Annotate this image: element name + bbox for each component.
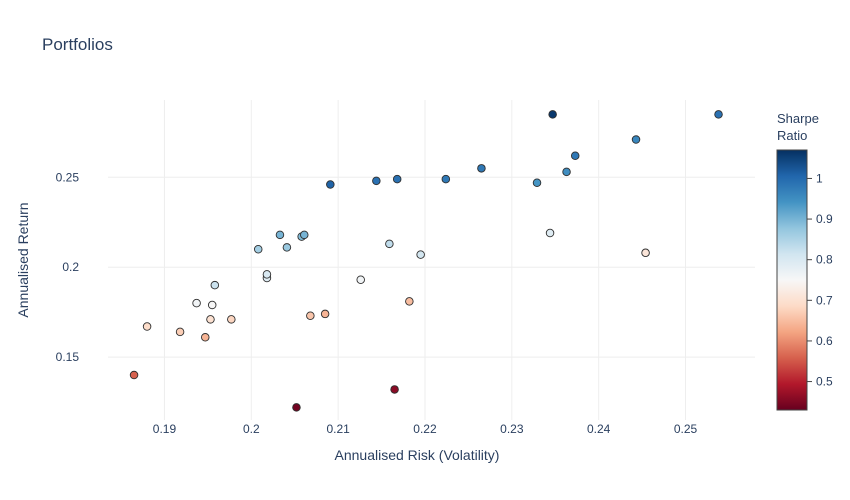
data-point (201, 333, 210, 342)
x-axis-title: Annualised Risk (Volatility) (335, 447, 500, 463)
data-point (385, 239, 394, 249)
x-axis-ticks: 0.19 0.2 0.21 0.22 0.23 0.24 0.25 (153, 422, 698, 436)
data-point (142, 322, 152, 331)
y-tick-label: 0.2 (62, 260, 79, 274)
data-point (532, 178, 542, 187)
colorbar-tick-label: 0.7 (816, 293, 833, 307)
data-point (175, 327, 185, 337)
data-point (416, 250, 425, 259)
data-point (129, 370, 139, 380)
colorbar-tick-label: 0.5 (816, 375, 833, 389)
data-point (372, 176, 381, 186)
data-point (390, 385, 399, 394)
data-point (356, 275, 365, 285)
data-points (129, 110, 723, 412)
data-point (306, 311, 315, 320)
data-point (253, 244, 263, 254)
data-point (227, 315, 236, 324)
data-point (570, 151, 580, 160)
y-tick-label: 0.25 (56, 170, 80, 184)
data-point (292, 403, 301, 412)
data-point (282, 243, 292, 252)
data-point (320, 309, 330, 319)
data-point (392, 174, 402, 184)
colorbar-title-line-2: Ratio (777, 128, 807, 143)
gridlines (108, 100, 755, 420)
colorbar-tick-label: 1 (816, 171, 823, 185)
data-point (562, 167, 571, 177)
data-point (441, 174, 451, 184)
data-point (326, 180, 335, 189)
x-tick-label: 0.19 (153, 422, 177, 436)
data-point (262, 270, 272, 279)
data-point (631, 135, 641, 144)
colorbar-ticks: 0.5 0.6 0.7 0.8 0.9 1 (807, 171, 833, 389)
colorbar-gradient (776, 149, 808, 411)
data-point (405, 297, 414, 306)
y-axis-ticks: 0.15 0.2 0.25 (56, 170, 80, 364)
colorbar-tick-label: 0.8 (816, 253, 833, 267)
data-point (275, 230, 285, 240)
data-point (207, 300, 217, 310)
chart-title: Portfolios (42, 35, 113, 54)
x-tick-label: 0.25 (674, 422, 698, 436)
x-tick-label: 0.21 (326, 422, 350, 436)
data-point (477, 164, 486, 173)
data-point (210, 280, 220, 290)
y-axis-title: Annualised Return (15, 202, 31, 317)
data-point (714, 110, 723, 119)
data-point (192, 298, 201, 308)
colorbar-title-line-1: Sharpe (777, 111, 819, 126)
y-tick-label: 0.15 (56, 350, 80, 364)
x-tick-label: 0.24 (587, 422, 611, 436)
x-tick-label: 0.22 (413, 422, 437, 436)
x-tick-label: 0.23 (500, 422, 524, 436)
x-tick-label: 0.2 (243, 422, 260, 436)
data-point (548, 110, 557, 119)
data-point (300, 230, 309, 240)
colorbar-tick-label: 0.6 (816, 334, 833, 348)
data-point (206, 315, 215, 324)
colorbar-tick-label: 0.9 (816, 212, 833, 226)
data-point (641, 248, 650, 258)
data-point (545, 228, 555, 238)
colorbar: Sharpe Ratio 0.5 0.6 0.7 0.8 0.9 1 (776, 111, 833, 411)
